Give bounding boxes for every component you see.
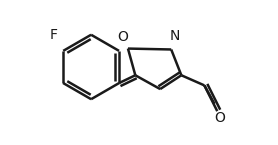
Text: N: N bbox=[170, 29, 180, 43]
Text: F: F bbox=[50, 28, 58, 42]
Text: O: O bbox=[215, 111, 225, 125]
Text: O: O bbox=[118, 30, 128, 44]
